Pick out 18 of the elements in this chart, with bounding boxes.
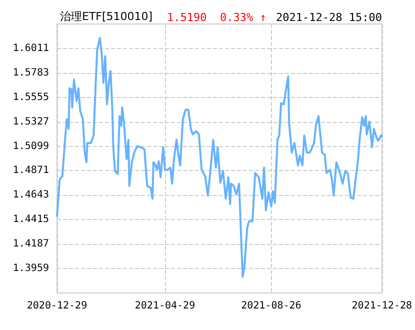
y-tick-label: 1.4415 bbox=[12, 214, 49, 226]
chart-subtitle: 1.5190 0.33% ↑ bbox=[167, 11, 266, 24]
x-tick-label: 2021-04-29 bbox=[134, 300, 196, 312]
y-tick-label: 1.4187 bbox=[12, 238, 49, 250]
y-tick-label: 1.5783 bbox=[12, 67, 49, 78]
text: 2021-12-28 15:00 bbox=[276, 11, 382, 24]
y-tick-label: 1.5327 bbox=[12, 116, 49, 128]
y-tick-label: 1.3959 bbox=[12, 263, 49, 274]
y-tick-label: 1.5099 bbox=[12, 140, 49, 152]
y-tick-label: 1.5555 bbox=[12, 92, 49, 103]
y-tick-label: 1.4871 bbox=[12, 165, 49, 176]
x-tick-label: 2021-12-28 bbox=[352, 300, 412, 312]
y-tick-label: 1.6011 bbox=[12, 42, 49, 54]
chart-title: 治理ETF[510010] bbox=[60, 10, 153, 23]
line-series bbox=[56, 36, 383, 278]
x-tick-label: 2020-12-29 bbox=[26, 300, 88, 312]
y-tick-label: 1.4643 bbox=[12, 190, 49, 201]
x-tick-label: 2021-08-26 bbox=[241, 300, 302, 312]
